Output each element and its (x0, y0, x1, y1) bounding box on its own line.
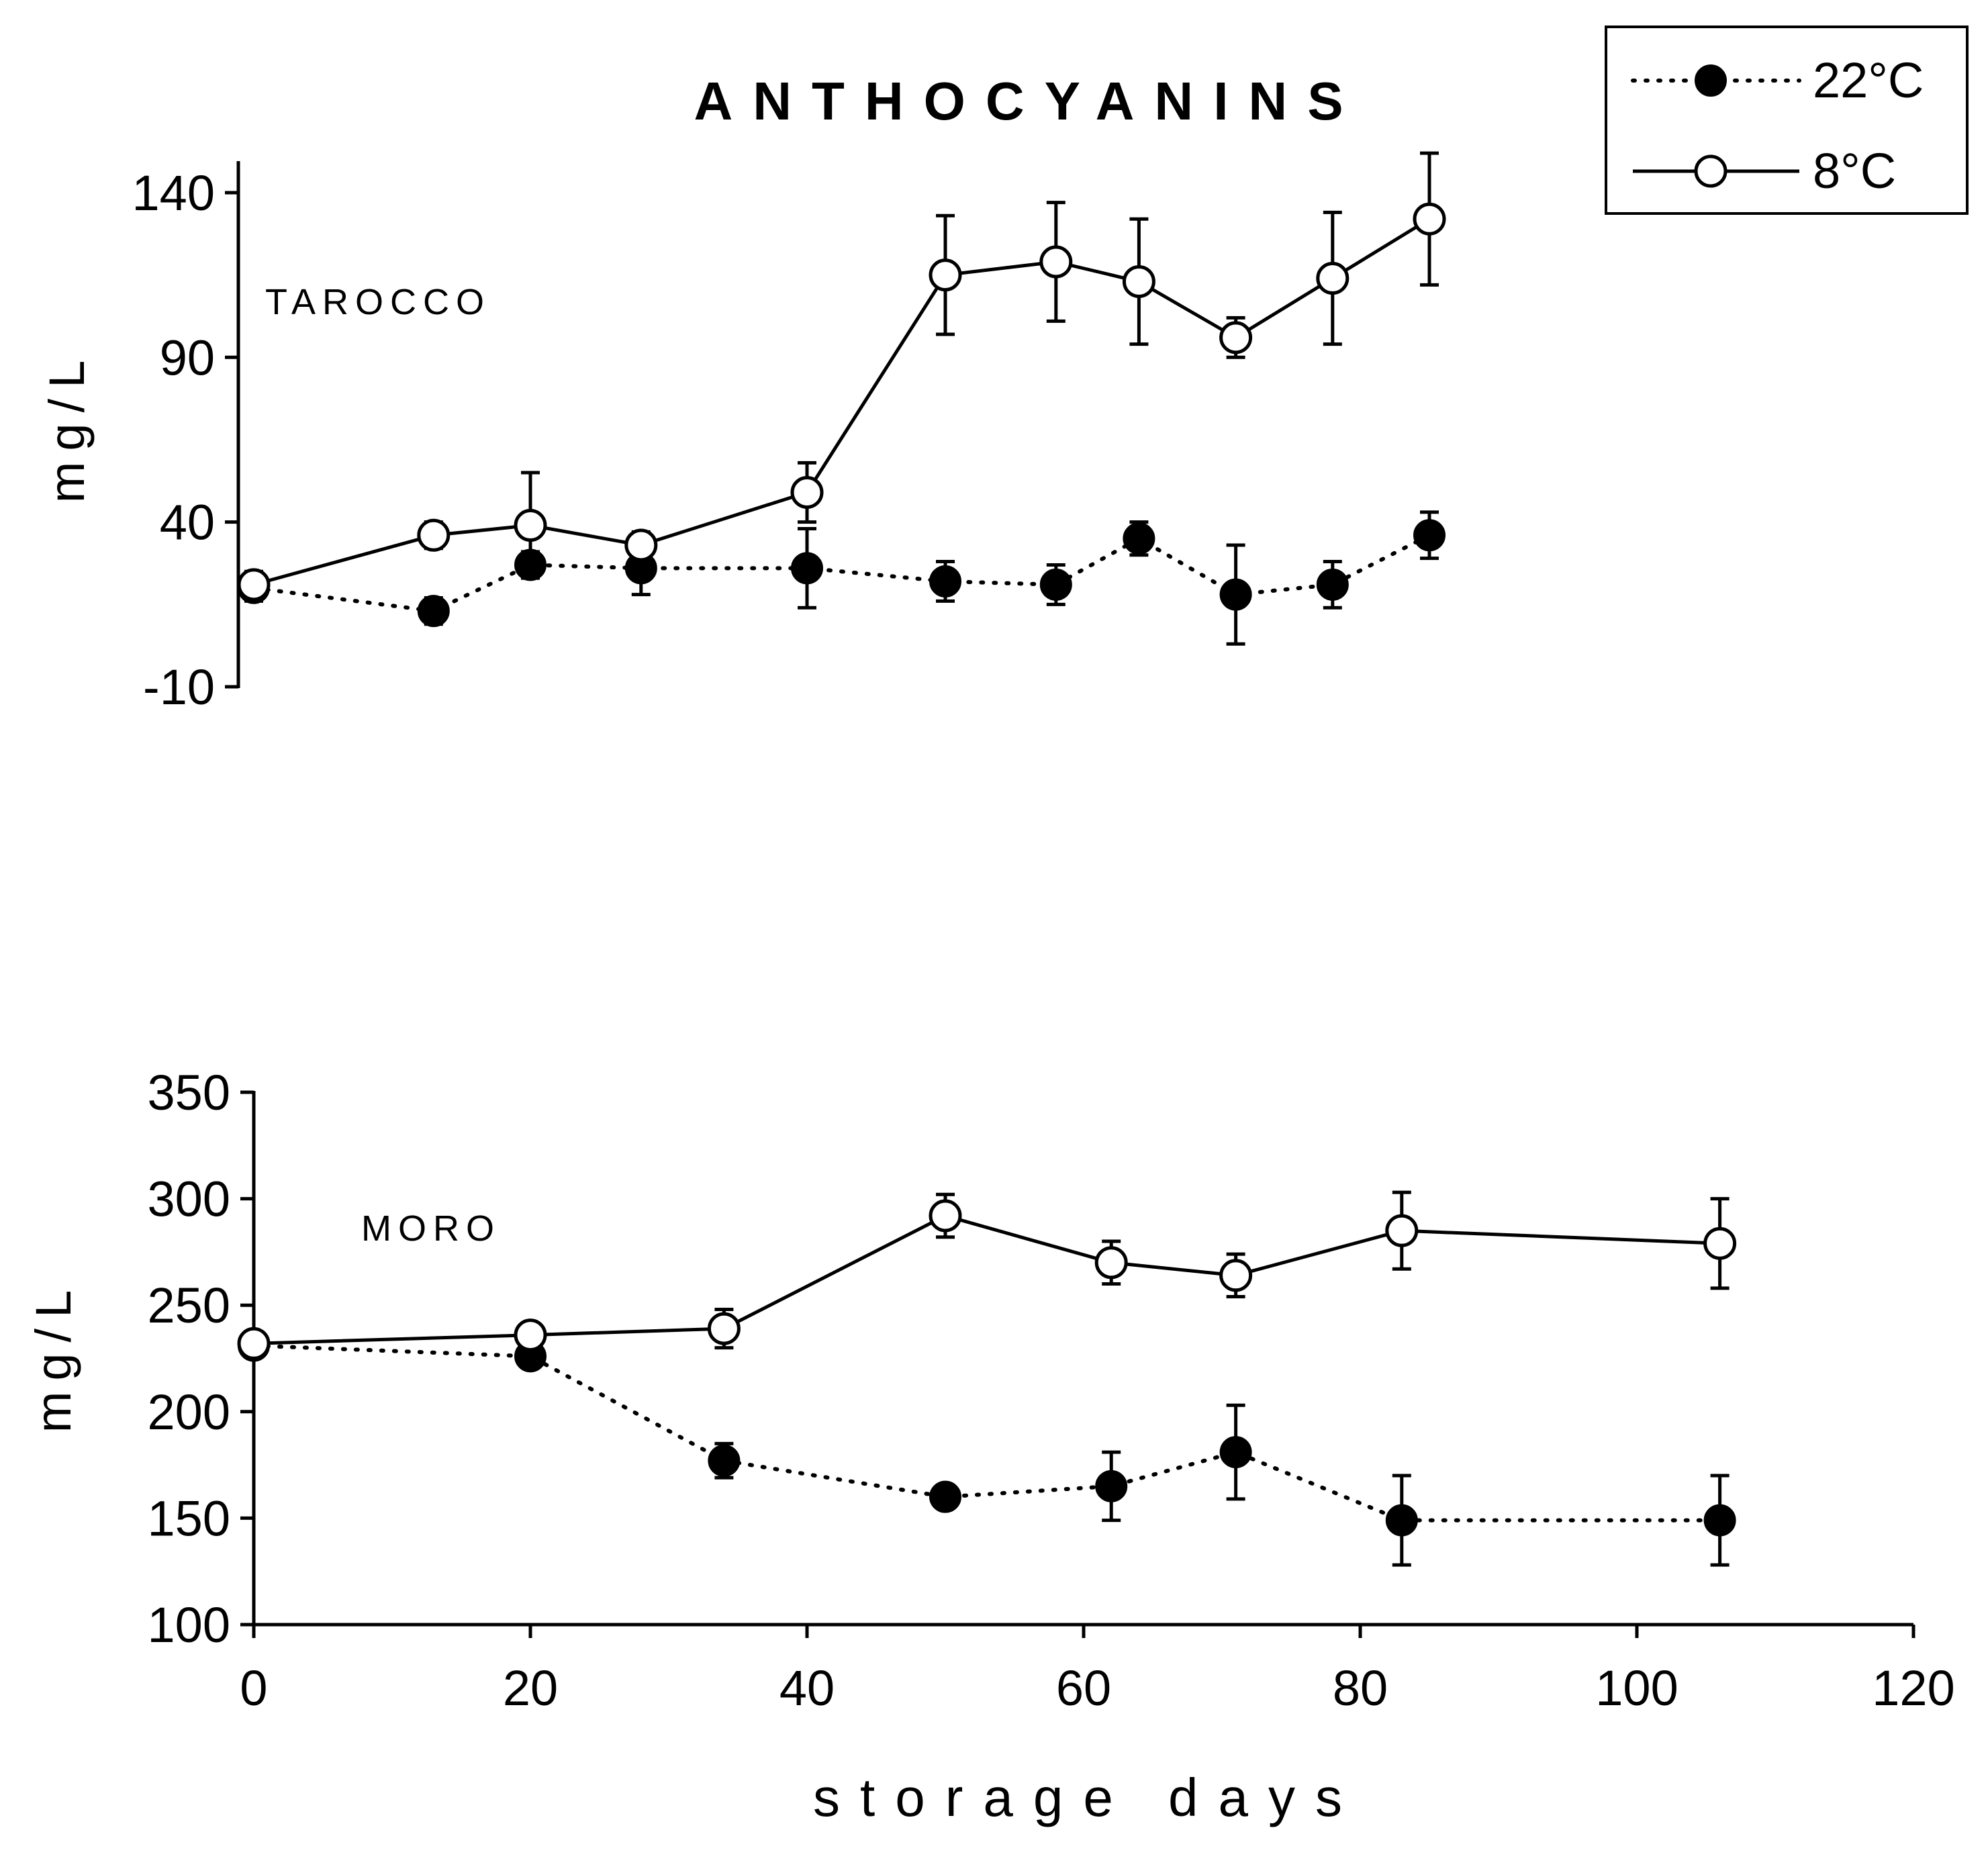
x-tick-label: 40 (779, 1660, 835, 1716)
tarocco-series-22c-point (1123, 522, 1155, 555)
tarocco-series-8c-point (237, 568, 271, 602)
tarocco-series-22c-point (1413, 519, 1446, 552)
tarocco-series-22c-point (1219, 578, 1252, 611)
tarocco-series-8c-point (1039, 245, 1073, 279)
moro-y-axis-label: mg/L (26, 1280, 81, 1433)
tarocco-y-tick-label: 40 (160, 495, 215, 550)
moro-series-22c-point (929, 1480, 961, 1513)
x-tick-label: 100 (1595, 1660, 1678, 1716)
panel-moro: MORO mg/L storage days 35030025020015010… (26, 1065, 1955, 1827)
tarocco-series (237, 151, 1446, 646)
x-tick-label: 20 (503, 1660, 558, 1716)
x-tick-label: 120 (1872, 1660, 1954, 1716)
tarocco-series-8c-point (1219, 321, 1253, 354)
tarocco-series-8c-point (624, 528, 658, 562)
moro-series (237, 1190, 1737, 1567)
tarocco-series-22c-point (417, 595, 450, 628)
tarocco-series-22c-point (514, 548, 547, 581)
tarocco-y-tick-label: 90 (160, 330, 215, 385)
legend: 22°C 8°C (1605, 26, 1969, 215)
tarocco-series-22c-point (929, 565, 961, 597)
panel-tarocco: TAROCCO mg/L 140 90 40 -10 (39, 151, 1446, 715)
moro-x-ticks: 0 20 40 60 80 100 120 (240, 1625, 1955, 1716)
tarocco-y-ticks: 140 90 40 -10 (132, 165, 238, 715)
tarocco-series-8c-point (929, 258, 962, 292)
tarocco-series-22c-point (791, 552, 823, 585)
tarocco-series-22c-point (1039, 568, 1072, 601)
x-axis-label: storage days (813, 1768, 1362, 1827)
moro-y-tick-label: 200 (148, 1384, 230, 1440)
tarocco-series-8c-point (1316, 262, 1350, 295)
x-tick-label: 0 (240, 1660, 267, 1716)
legend-swatch-8c-marker (1694, 154, 1727, 188)
tarocco-y-tick-label: 140 (132, 165, 215, 221)
tarocco-series-8c-point (1122, 265, 1155, 298)
moro-y-tick-label: 300 (148, 1171, 230, 1227)
moro-series-8c-point (1094, 1246, 1128, 1280)
moro-series-22c-point (1219, 1436, 1252, 1469)
moro-series-22c-point (1385, 1504, 1418, 1537)
tarocco-series-8c-point (514, 509, 547, 542)
moro-series-22c-point (1095, 1470, 1128, 1502)
moro-y-tick-label: 350 (148, 1065, 230, 1120)
moro-series-22c-point (1703, 1504, 1736, 1537)
tarocco-series-8c-point (1413, 202, 1446, 236)
x-tick-label: 60 (1056, 1660, 1111, 1716)
moro-series-8c-point (1703, 1227, 1737, 1260)
moro-series-8c-line (253, 1214, 1720, 1345)
legend-label-8c: 8°C (1813, 143, 1896, 199)
tarocco-y-axis-label: mg/L (39, 350, 95, 503)
moro-series-8c-point (929, 1199, 962, 1233)
legend-swatch-22c-marker (1695, 64, 1727, 97)
moro-series-22c-point (708, 1444, 741, 1477)
moro-series-8c-point (1385, 1214, 1419, 1247)
moro-series-8c-point (237, 1327, 271, 1360)
tarocco-panel-label: TAROCCO (265, 282, 491, 322)
tarocco-y-tick-label: -10 (143, 659, 215, 715)
legend-label-22c: 22°C (1813, 52, 1924, 108)
legend-box (1605, 26, 1969, 215)
tarocco-series-8c-point (417, 518, 451, 552)
tarocco-series-22c-point (1316, 568, 1349, 601)
moro-y-tick-label: 250 (148, 1278, 230, 1333)
chart-title: ANTHOCYANINS (694, 71, 1363, 131)
legend-entry-8c: 8°C (1633, 143, 1896, 199)
x-tick-label: 80 (1333, 1660, 1388, 1716)
moro-y-tick-label: 100 (148, 1597, 230, 1653)
moro-panel-label: MORO (361, 1208, 501, 1249)
moro-series-8c-point (514, 1318, 547, 1352)
legend-entry-22c: 22°C (1631, 52, 1924, 108)
moro-series-8c-point (1219, 1259, 1253, 1292)
moro-y-tick-label: 150 (148, 1490, 230, 1546)
moro-y-ticks: 350 300 250 200 150 100 (148, 1065, 254, 1653)
moro-series-8c-point (707, 1312, 741, 1345)
moro-series-22c-line (252, 1343, 1722, 1523)
tarocco-series-8c-point (790, 475, 824, 509)
